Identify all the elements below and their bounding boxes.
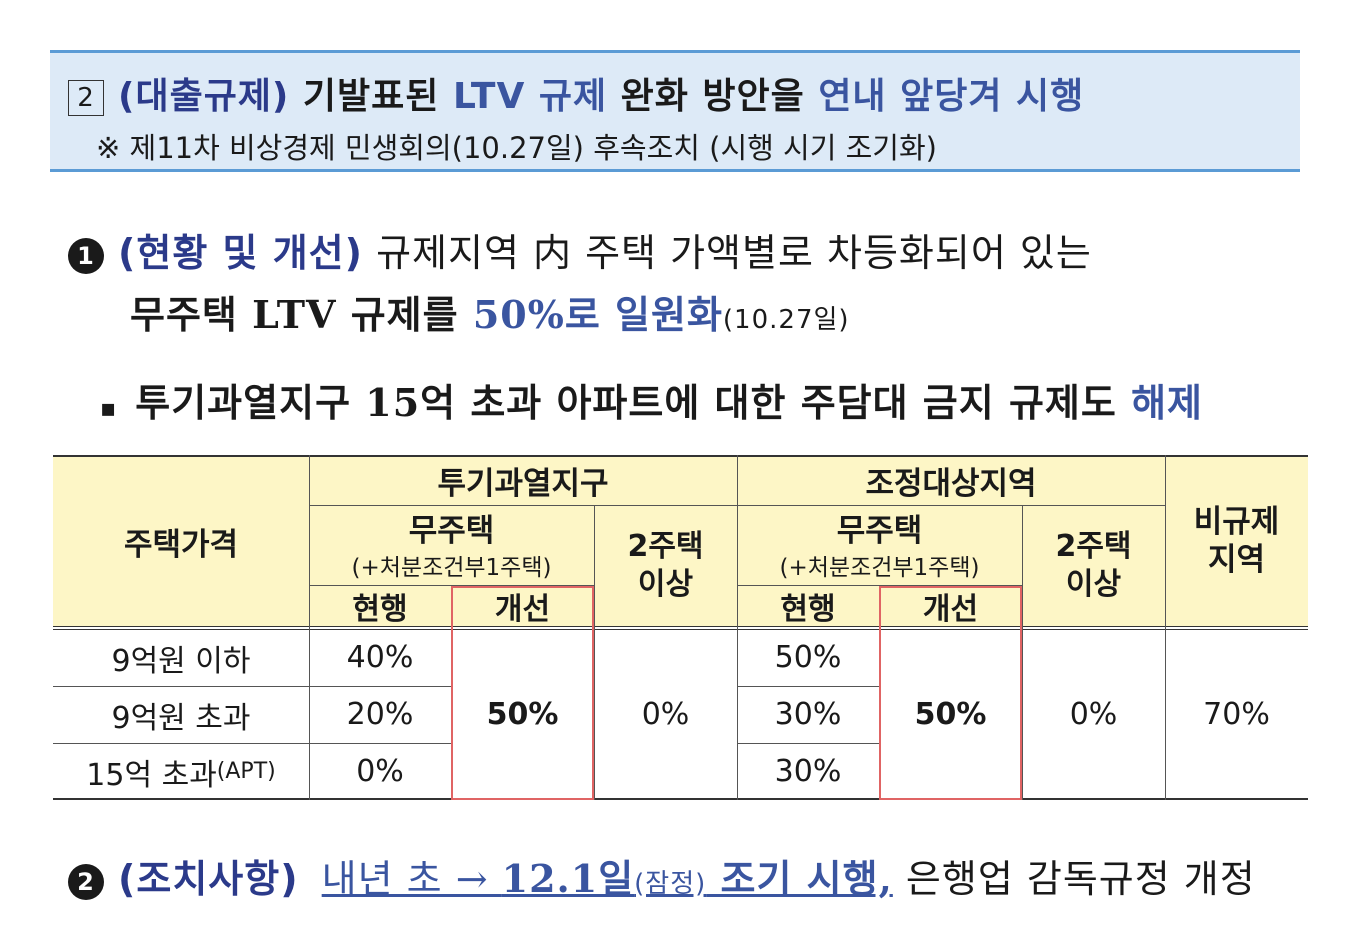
header-g1-note: (+처분조건부1주택) — [309, 549, 594, 581]
header-g2-nohouse: 무주택 — [737, 505, 1022, 549]
item1-line1: 1 (현황 및 개선) 규제지역 内 주택 가액별로 차등화되어 있는 — [68, 222, 1092, 277]
vline-7 — [1165, 455, 1166, 800]
hline-row1a — [53, 686, 451, 687]
row1-g1-current: 40% — [346, 640, 414, 675]
item2-bullet: 2 — [68, 863, 104, 900]
sub-bullet: ▪ 투기과열지구 15억 초과 아파트에 대한 주담대 금지 규제도 해제 — [100, 380, 1203, 425]
header-group1: 투기과열지구 — [309, 455, 737, 505]
hline-row2a — [53, 743, 451, 744]
row3-g1-current: 0% — [356, 754, 404, 789]
header-g2-note: (+처분조건부1주택) — [737, 549, 1022, 581]
header-g1-twoplus: 2주택 이상 — [594, 505, 737, 627]
hline-header-bottom1 — [53, 626, 1308, 627]
vline-3 — [594, 505, 595, 800]
header-nonregulated: 비규제 지역 — [1165, 455, 1308, 627]
hline-row1b — [737, 686, 879, 687]
nonregulated-value: 70% — [1203, 697, 1270, 732]
header-g2-twoplus: 2주택 이상 — [1022, 505, 1165, 627]
row1-price: 9억원 이하 — [111, 643, 251, 679]
row2-g2-current: 30% — [774, 697, 842, 732]
header-box: 2 (대출규제) 기발표된 LTV 규제 완화 방안을 연내 앞당겨 시행 ※ 제… — [50, 50, 1300, 172]
header-subtitle: ※ 제11차 비상경제 민생회의(10.27일) 후속조치 (시행 시기 조기화… — [96, 131, 937, 165]
row2-price: 9억원 초과 — [111, 700, 251, 736]
highlight-g2-improved — [879, 586, 1022, 800]
vline-6 — [1022, 505, 1023, 800]
g1-twoplus-value: 0% — [641, 697, 690, 732]
table-bottom-border — [53, 798, 1308, 800]
hline-row2b — [737, 743, 879, 744]
item1-line2: 무주택 LTV 규제를 50%로 일원화(10.27일) — [130, 292, 850, 337]
header-g1-current: 현행 — [309, 585, 451, 627]
header-price: 주택가격 — [53, 455, 309, 627]
g2-improved-value: 50% — [914, 697, 987, 732]
table-top-border — [53, 455, 1308, 457]
vline-4 — [737, 455, 738, 800]
row1-g2-current: 50% — [774, 640, 842, 675]
vline-1 — [309, 455, 310, 800]
item1-bullet: 1 — [68, 237, 104, 274]
row2-g1-current: 20% — [346, 697, 414, 732]
highlight-g1-improved — [451, 586, 594, 800]
g1-improved-value: 50% — [486, 697, 559, 732]
ltv-table: 주택가격 투기과열지구 조정대상지역 무주택 (+처분조건부1주택) 현행 개선… — [53, 455, 1308, 800]
header-title: 2 (대출규제) 기발표된 LTV 규제 완화 방안을 연내 앞당겨 시행 — [68, 67, 1084, 119]
header-g1-improved: 개선 — [451, 585, 594, 627]
hline-header-bottom2 — [53, 629, 1308, 630]
header-g1-nohouse: 무주택 — [309, 505, 594, 549]
header-g2-improved: 개선 — [879, 585, 1022, 627]
header-group2: 조정대상지역 — [737, 455, 1165, 505]
row3-price: 15억 초과 (APT) — [86, 757, 276, 793]
g2-twoplus-value: 0% — [1069, 697, 1118, 732]
item2-underlined: 내년 초 → 12.1일(잠정) 조기 시행, — [321, 856, 893, 901]
item2-line: 2 (조치사항) 내년 초 → 12.1일(잠정) 조기 시행, 은행업 감독규정… — [68, 848, 1256, 903]
header-g2-current: 현행 — [737, 585, 879, 627]
row3-g2-current: 30% — [774, 754, 842, 789]
section-number: 2 — [68, 80, 104, 116]
